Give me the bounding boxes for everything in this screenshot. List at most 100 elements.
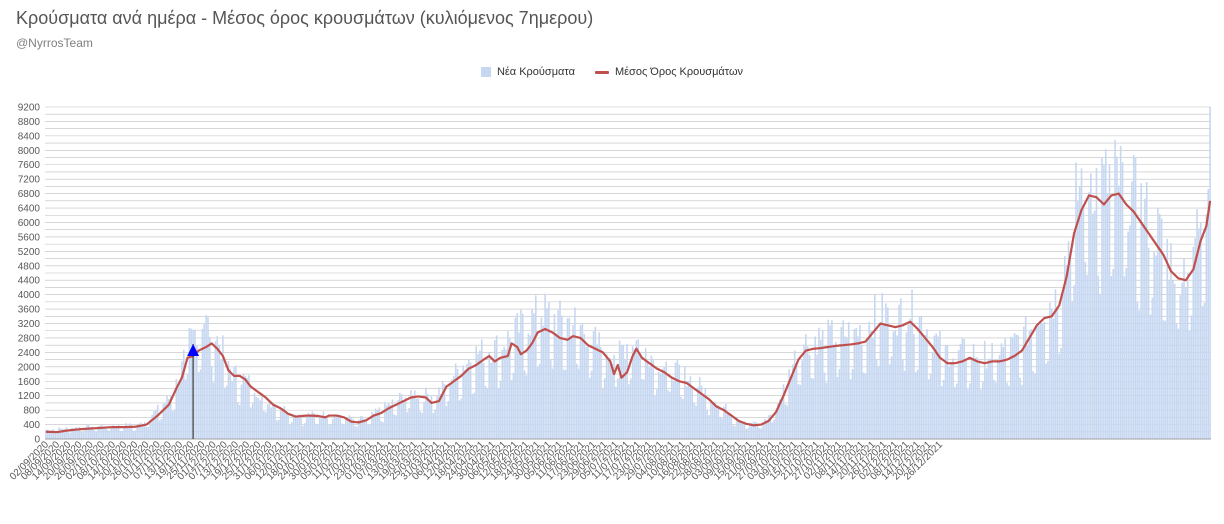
bar (188, 327, 191, 439)
bar (618, 340, 621, 439)
bar (240, 384, 243, 439)
bar (918, 316, 921, 439)
bar (812, 378, 815, 439)
bar (982, 381, 984, 439)
bar (292, 416, 295, 439)
bar (1209, 107, 1211, 439)
bar (1047, 360, 1049, 439)
bar (514, 317, 517, 439)
legend-swatch-bars (480, 67, 491, 77)
bar (350, 417, 353, 439)
bar (114, 426, 116, 439)
bar (1164, 320, 1167, 439)
bar (440, 394, 442, 439)
bar (700, 385, 703, 439)
bar (862, 372, 865, 439)
bar (596, 344, 599, 439)
bar (272, 405, 274, 439)
bar (648, 367, 651, 439)
bar (684, 366, 686, 439)
bar (65, 427, 68, 439)
bar (365, 418, 368, 439)
bar (285, 413, 287, 439)
bar (1058, 354, 1060, 439)
bar (814, 336, 816, 439)
bar (1101, 157, 1103, 439)
y-tick-label: 9200 (18, 103, 41, 114)
bar (197, 372, 200, 439)
bar (408, 408, 410, 439)
bar (199, 369, 202, 439)
bar (1186, 272, 1189, 439)
bar (1123, 276, 1126, 439)
bar (45, 429, 47, 439)
bar (1142, 226, 1144, 439)
bar (771, 422, 774, 439)
bar (238, 405, 241, 439)
bar (561, 315, 563, 439)
bar (1199, 222, 1202, 439)
bar (961, 337, 964, 439)
bar (501, 350, 504, 439)
bar (806, 346, 809, 439)
bar (1194, 238, 1196, 439)
bar (380, 421, 382, 439)
bar (143, 422, 146, 439)
bar (410, 390, 412, 439)
bar (562, 369, 565, 439)
bar (194, 329, 196, 439)
bar (436, 396, 438, 439)
bar (464, 369, 466, 439)
legend-label-line: Μέσος Όρος Κρουσμάτων (614, 66, 744, 78)
bar (393, 414, 396, 439)
bar (104, 427, 107, 439)
bar (1064, 256, 1066, 439)
bar (965, 358, 967, 439)
bar (669, 391, 671, 439)
legend-label-bars: Νέα Κρούσματα (496, 66, 575, 78)
y-tick-label: 4400 (18, 276, 41, 287)
bar (1192, 246, 1195, 439)
bar (47, 429, 49, 439)
bar (844, 336, 846, 439)
y-tick-label: 6800 (18, 189, 41, 200)
bar (1116, 156, 1118, 439)
bar (665, 361, 667, 439)
bar (916, 369, 919, 439)
bar (874, 293, 876, 439)
bar (1183, 258, 1185, 439)
bar (866, 341, 869, 439)
bar (307, 412, 310, 439)
bar (229, 368, 232, 439)
bar (121, 430, 124, 439)
bar (704, 387, 707, 439)
bar (1134, 157, 1137, 439)
y-tick-label: 1200 (18, 391, 41, 402)
bar (481, 339, 483, 439)
bar (711, 403, 714, 439)
bar (384, 401, 386, 439)
bar (1170, 243, 1172, 439)
bar (857, 336, 859, 439)
bar (656, 389, 658, 439)
bar (1043, 321, 1046, 439)
bar (553, 314, 556, 439)
bar (317, 425, 319, 439)
bar (1119, 145, 1122, 440)
bar (931, 352, 934, 439)
bar (609, 357, 612, 439)
bar (875, 358, 878, 439)
bar (421, 412, 423, 439)
bar (721, 418, 723, 439)
bar (315, 423, 317, 439)
bar (1103, 165, 1105, 439)
chart-title: Κρούσματα ανά ημέρα - Μέσος όρος κρουσμά… (16, 8, 594, 28)
bar (859, 325, 861, 439)
bar (585, 346, 587, 439)
bar (326, 418, 328, 439)
bar (1108, 164, 1111, 439)
bar (510, 379, 513, 439)
bar (773, 419, 775, 439)
bar (1181, 282, 1183, 439)
bar (933, 335, 936, 439)
